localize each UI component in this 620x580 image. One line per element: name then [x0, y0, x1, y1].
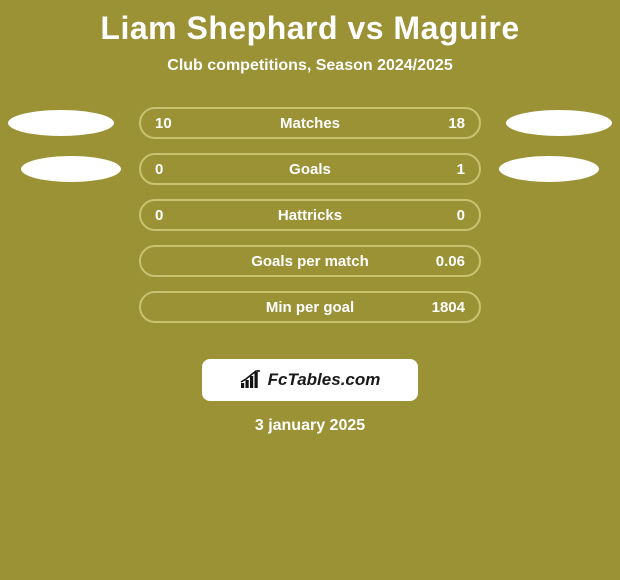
logo-text: FcTables.com — [268, 370, 381, 390]
stat-bar-goals: 0 Goals 1 — [139, 153, 481, 185]
stat-bar-matches: 10 Matches 18 — [139, 107, 481, 139]
stat-label: Goals per match — [251, 253, 369, 270]
stat-label: Min per goal — [266, 299, 354, 316]
stat-right-value: 1 — [425, 161, 465, 178]
page-title: Liam Shephard vs Maguire — [0, 0, 620, 47]
bar-chart-icon — [240, 370, 264, 390]
snapshot-date: 3 january 2025 — [0, 417, 620, 435]
stats-block: 10 Matches 18 0 Goals 1 0 Hattricks 0 Go… — [0, 107, 620, 337]
comparison-widget: Liam Shephard vs Maguire Club competitio… — [0, 0, 620, 580]
stat-right-value: 1804 — [425, 299, 465, 316]
stat-right-value: 18 — [425, 115, 465, 132]
stat-bar-min-per-goal: Min per goal 1804 — [139, 291, 481, 323]
stat-row: Min per goal 1804 — [0, 291, 620, 337]
stat-row: 0 Goals 1 — [0, 153, 620, 199]
stat-left-value: 10 — [155, 115, 195, 132]
stat-left-value: 0 — [155, 207, 195, 224]
stat-right-value: 0.06 — [425, 253, 465, 270]
stat-bar-goals-per-match: Goals per match 0.06 — [139, 245, 481, 277]
stat-row: 0 Hattricks 0 — [0, 199, 620, 245]
stat-row: Goals per match 0.06 — [0, 245, 620, 291]
stat-label: Matches — [280, 115, 340, 132]
stat-left-value: 0 — [155, 161, 195, 178]
stat-label: Goals — [289, 161, 331, 178]
stat-row: 10 Matches 18 — [0, 107, 620, 153]
stat-right-value: 0 — [425, 207, 465, 224]
fctables-logo[interactable]: FcTables.com — [202, 359, 418, 401]
season-subtitle: Club competitions, Season 2024/2025 — [0, 57, 620, 75]
stat-bar-hattricks: 0 Hattricks 0 — [139, 199, 481, 231]
stat-label: Hattricks — [278, 207, 342, 224]
